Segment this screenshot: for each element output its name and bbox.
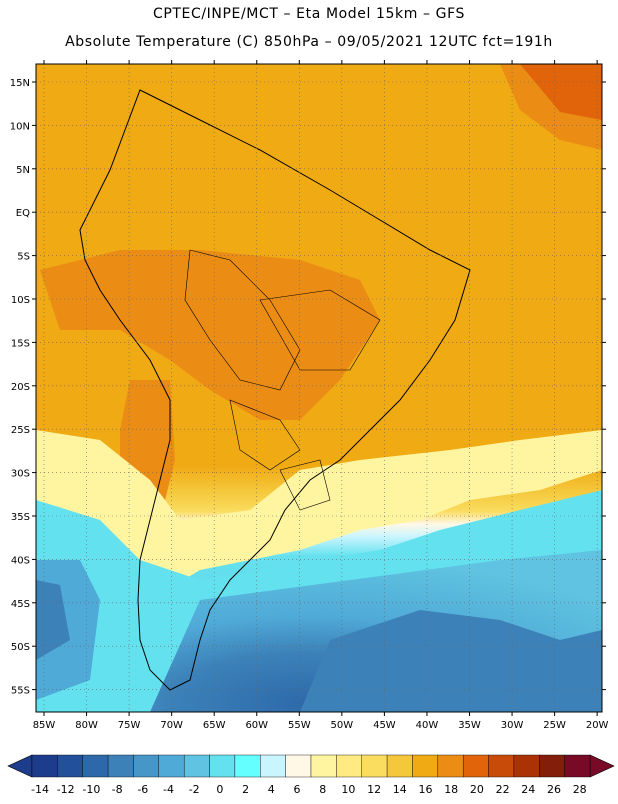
lon-label: 55W [288,720,311,731]
colorbar-swatch [209,754,236,778]
axis-ticks [32,60,606,716]
lat-label: 55S [11,686,30,697]
colorbar-swatch [31,754,58,778]
colorbar-tick-label: -6 [137,783,148,796]
colorbar-tick-label: -8 [112,783,123,796]
latitude-labels: 15N 10N 5N EQ 5S 10S 15S 20S 25S 30S 35S 40S 45S 50S 5… [10,78,30,697]
lat-label: 50S [11,642,30,653]
lon-label: 85W [33,720,56,731]
lat-label: 25S [11,425,30,436]
colorbar-tick-label: -4 [163,783,174,796]
colorbar-tick-label: 10 [341,783,355,796]
colorbar-swatch [488,754,515,778]
colorbar-tick-label: -10 [82,783,100,796]
lat-label: 35S [11,512,30,523]
lat-label: 30S [11,469,30,480]
lat-label: 40S [11,555,30,566]
colorbar-swatch [539,754,565,778]
colorbar-swatch [564,754,591,778]
lat-lon-grid [36,64,602,712]
colorbar-min-arrow [7,754,33,778]
colorbar-swatch [285,754,312,778]
temperature-field [36,64,602,712]
lon-label: 50W [331,720,354,731]
colorbar-tick-label: 28 [573,783,587,796]
lon-label: 30W [501,720,524,731]
lon-label: 45W [373,720,396,731]
colorbar-tick-label: -12 [57,783,75,796]
lon-label: 70W [160,720,183,731]
lat-label: EQ [16,208,30,219]
colorbar-tick-label: 20 [470,783,484,796]
colorbar-tick-label: 4 [268,783,275,796]
colorbar-swatch [462,754,489,778]
colorbar-swatch [57,754,83,778]
colorbar-max-arrow [589,754,615,778]
colorbar-swatch [513,754,540,778]
colorbar-tick-label: 24 [521,783,535,796]
lat-label: 5N [16,165,30,176]
figure-subtitle: Absolute Temperature (C) 850hPa – 09/05/… [65,34,553,50]
colorbar-tick-label: 16 [419,783,433,796]
lon-label: 60W [245,720,268,731]
lon-label: 65W [203,720,226,731]
lat-label: 15N [10,78,30,89]
colorbar-tick-label: 14 [393,783,407,796]
colorbar-swatch [412,754,439,778]
lat-label: 5S [17,252,30,263]
lon-label: 40W [416,720,439,731]
colorbar-swatch [133,754,160,778]
colorbar-tick-label: -2 [189,783,200,796]
lat-label: 10N [10,121,30,132]
colorbar-tick-label: 2 [242,783,249,796]
colorbar-swatch [82,754,109,778]
lon-label: 20W [586,720,609,731]
figure-title: CPTEC/INPE/MCT – Eta Model 15km – GFS [152,6,466,22]
lat-label: 20S [11,382,30,393]
colorbar-tick-label: 8 [319,783,326,796]
lat-label: 45S [11,599,30,610]
colorbar: -14 -12 -10 -8 -6 -4 -2 0 2 4 6 8 10 12 14 16 18 20 22 24 26… [7,754,615,796]
lat-label: 10S [11,295,30,306]
country-borders [184,249,301,391]
colorbar-swatch [260,754,286,778]
colorbar-swatch [310,754,337,778]
lon-label: 25W [543,720,566,731]
continent-outline [79,89,471,691]
colorbar-swatch [183,754,210,778]
colorbar-tick-label: 12 [367,783,381,796]
lon-label: 80W [75,720,98,731]
colorbar-tick-label: 26 [547,783,561,796]
longitude-labels: 85W 80W 75W 70W 65W 60W 55W 50W 45W 40W 35W 30W 25W 2… [33,720,609,731]
colorbar-swatch [158,754,185,778]
colorbar-tick-label: 6 [294,783,301,796]
colorbar-swatch [361,754,388,778]
colorbar-tick-label: 22 [496,783,510,796]
lat-label: 15S [11,338,30,349]
colorbar-swatch [107,754,134,778]
lon-label: 75W [118,720,141,731]
map-frame [35,63,603,713]
lon-label: 35W [458,720,481,731]
colorbar-tick-label: -14 [31,783,49,796]
colorbar-swatch [386,754,413,778]
colorbar-swatch [234,754,261,778]
colorbar-swatch [336,754,362,778]
colorbar-tick-label: 0 [216,783,223,796]
colorbar-tick-label: 18 [444,783,458,796]
colorbar-swatch [437,754,464,778]
